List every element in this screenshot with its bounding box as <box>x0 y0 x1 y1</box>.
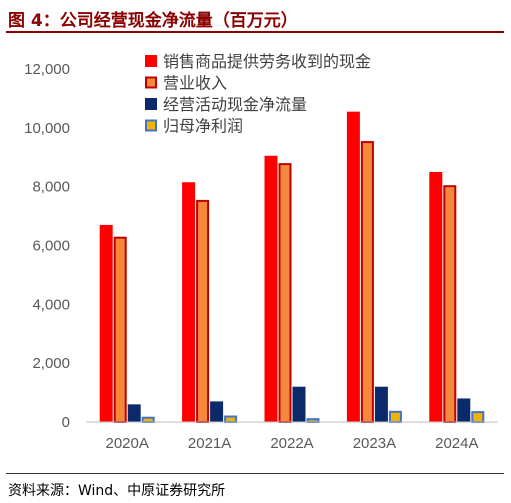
bar <box>292 386 306 422</box>
title-bar: 图 4：公司经营现金净流量（百万元） <box>6 2 504 32</box>
x-tick-label: 2020A <box>106 435 149 452</box>
legend-label: 营业收入 <box>163 74 227 93</box>
figure-title: 图 4：公司经营现金净流量（百万元） <box>8 11 298 31</box>
legend-label: 经营活动现金净流量 <box>163 95 307 114</box>
y-tick-label: 4,000 <box>32 296 70 313</box>
y-tick-label: 2,000 <box>32 355 70 372</box>
bar <box>182 182 196 422</box>
bar <box>471 411 485 424</box>
bar <box>429 171 443 422</box>
y-tick-label: 10,000 <box>24 120 70 137</box>
y-tick-label: 12,000 <box>24 61 70 78</box>
bar <box>224 415 238 423</box>
footer-divider <box>6 473 504 474</box>
x-tick-label: 2023A <box>353 435 396 452</box>
bar <box>210 401 224 422</box>
legend-swatch <box>145 98 157 110</box>
bar <box>443 185 457 423</box>
x-tick-label: 2022A <box>270 435 313 452</box>
y-axis: 0 2,000 4,000 6,000 8,000 10,000 12,000 <box>24 61 70 431</box>
x-tick-label: 2021A <box>188 435 231 452</box>
chart-area: 0 2,000 4,000 6,000 8,000 10,000 12,000 2020A 2… <box>0 36 511 472</box>
bar <box>99 224 113 422</box>
bars <box>99 111 485 424</box>
bar <box>388 410 402 423</box>
y-tick-label: 8,000 <box>32 179 70 196</box>
bar <box>278 163 292 423</box>
bar <box>457 398 471 422</box>
x-axis: 2020A 2021A 2022A 2023A 2024A <box>86 421 498 452</box>
legend-swatch <box>145 76 157 89</box>
bar <box>113 236 127 423</box>
title-divider <box>6 31 504 33</box>
source-note: 资料来源：Wind、中原证券研究所 <box>8 483 226 499</box>
bar <box>264 155 278 422</box>
y-tick-label: 0 <box>62 414 70 431</box>
legend-swatch <box>145 55 157 67</box>
y-tick-label: 6,000 <box>32 238 70 255</box>
legend-swatch <box>145 119 157 132</box>
bar <box>360 141 374 423</box>
bar <box>127 404 141 422</box>
bar <box>196 199 210 423</box>
legend-label: 销售商品提供劳务收到的现金 <box>163 52 371 71</box>
bar <box>141 416 155 423</box>
legend-label: 归母净利润 <box>163 117 243 136</box>
bar <box>374 386 388 422</box>
x-tick-label: 2024A <box>435 435 478 452</box>
bar <box>346 111 360 422</box>
